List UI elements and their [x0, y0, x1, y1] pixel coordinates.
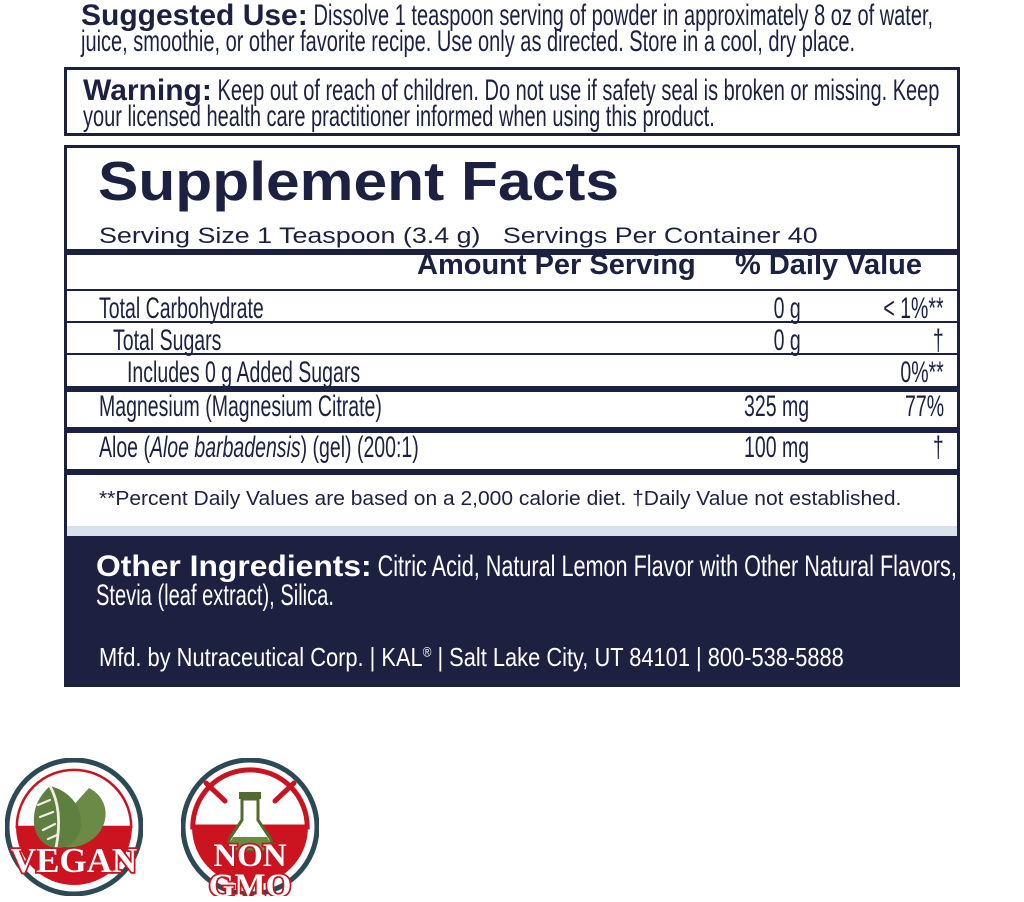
svg-text:GMO: GMO — [209, 868, 291, 896]
svg-text:VEGAN: VEGAN — [11, 841, 137, 880]
